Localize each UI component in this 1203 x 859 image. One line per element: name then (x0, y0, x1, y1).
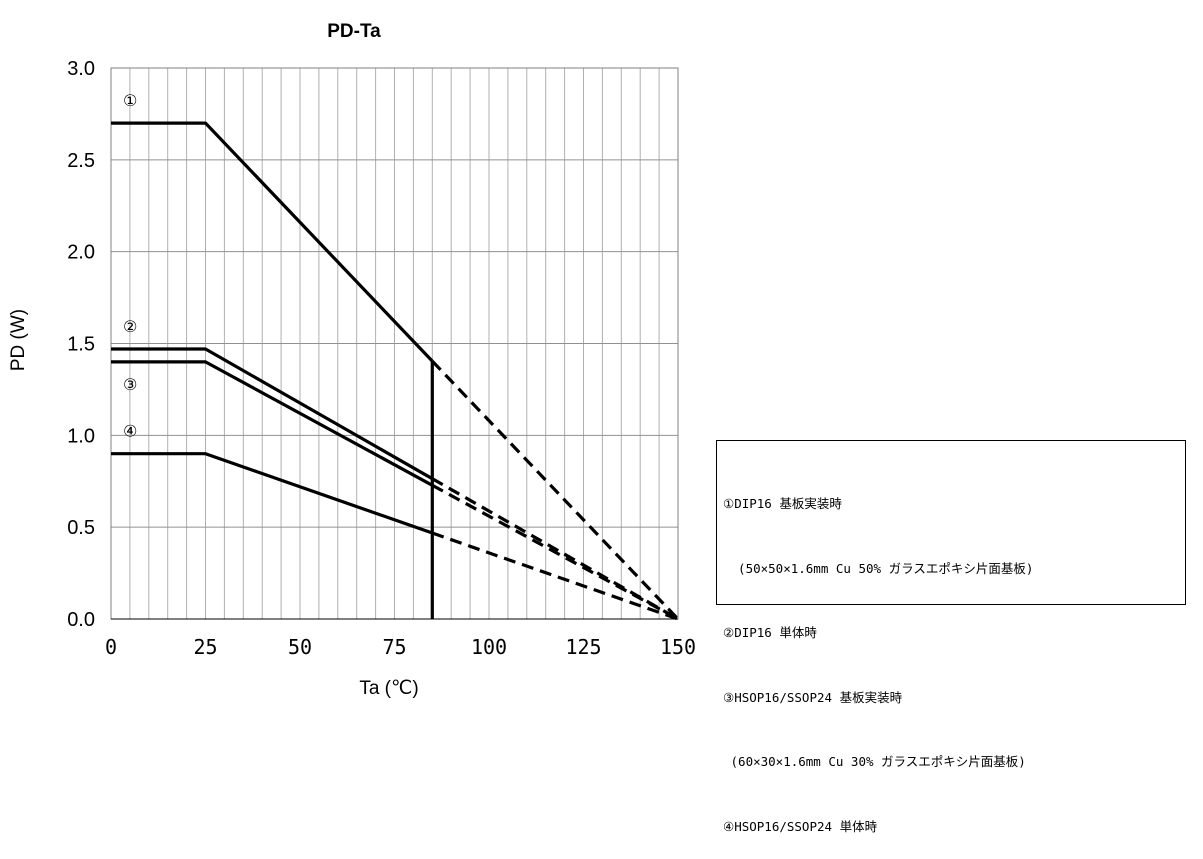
series-line-solid (111, 347, 434, 481)
x-tick-label: 125 (565, 635, 601, 659)
y-tick-label: 1.0 (67, 425, 95, 447)
series-line-dashed (431, 360, 680, 621)
series-group: ① ② ③ ④ (111, 91, 680, 621)
series-line-dashed (431, 531, 679, 621)
x-tick-label: 0 (105, 635, 117, 659)
y-tick-label: 1.5 (67, 334, 95, 356)
x-tick-label: 150 (660, 635, 696, 659)
legend-line-6: ④HSOP16/SSOP24 単体時 (723, 818, 878, 834)
y-tick-label: 3.0 (67, 58, 95, 80)
y-axis-label: PD (W) (8, 309, 29, 371)
x-tick-label: 75 (382, 635, 406, 659)
series-label: ③ (123, 375, 137, 394)
legend-line-1: ①DIP16 基板実装時 (723, 496, 842, 511)
chart-svg: PD-Ta 0.0 0.5 1.0 1.5 2.0 2.5 3.0 0 25 50 75 100 125… (8, 21, 696, 699)
x-tick-label: 50 (288, 635, 312, 659)
y-tick-label: 2.0 (67, 242, 95, 264)
grid (111, 67, 678, 619)
legend-line-4: ③HSOP16/SSOP24 基板実装時 (723, 689, 903, 705)
x-axis-label: Ta (℃) (359, 678, 418, 699)
chart-title: PD-Ta (327, 21, 381, 42)
y-tick-label: 2.5 (67, 150, 95, 172)
y-tick-label: 0.0 (67, 609, 95, 631)
x-tick-label: 100 (471, 635, 507, 659)
legend: ①DIP16 基板実装時 (50×50×1.6mm Cu 50% ガラスエポキシ… (716, 440, 1186, 834)
legend-line-2: (50×50×1.6mm Cu 50% ガラスエポキシ片面基板) (723, 560, 1034, 576)
x-tick-label: 25 (193, 635, 217, 659)
series-label: ② (123, 317, 137, 336)
axes: 0.0 0.5 1.0 1.5 2.0 2.5 3.0 0 25 50 75 100 125 150 (67, 58, 696, 659)
series-line-solid (111, 360, 434, 487)
y-tick-label: 0.5 (67, 517, 95, 539)
series-line-solid (111, 452, 433, 535)
legend-line-3: ②DIP16 単体時 (723, 625, 817, 640)
legend-line-5: (60×30×1.6mm Cu 30% ガラスエポキシ片面基板) (723, 754, 1026, 769)
series-line-dashed (431, 483, 679, 621)
series-label: ① (123, 91, 137, 110)
series-label: ④ (123, 422, 137, 441)
series-line-solid (111, 121, 434, 363)
